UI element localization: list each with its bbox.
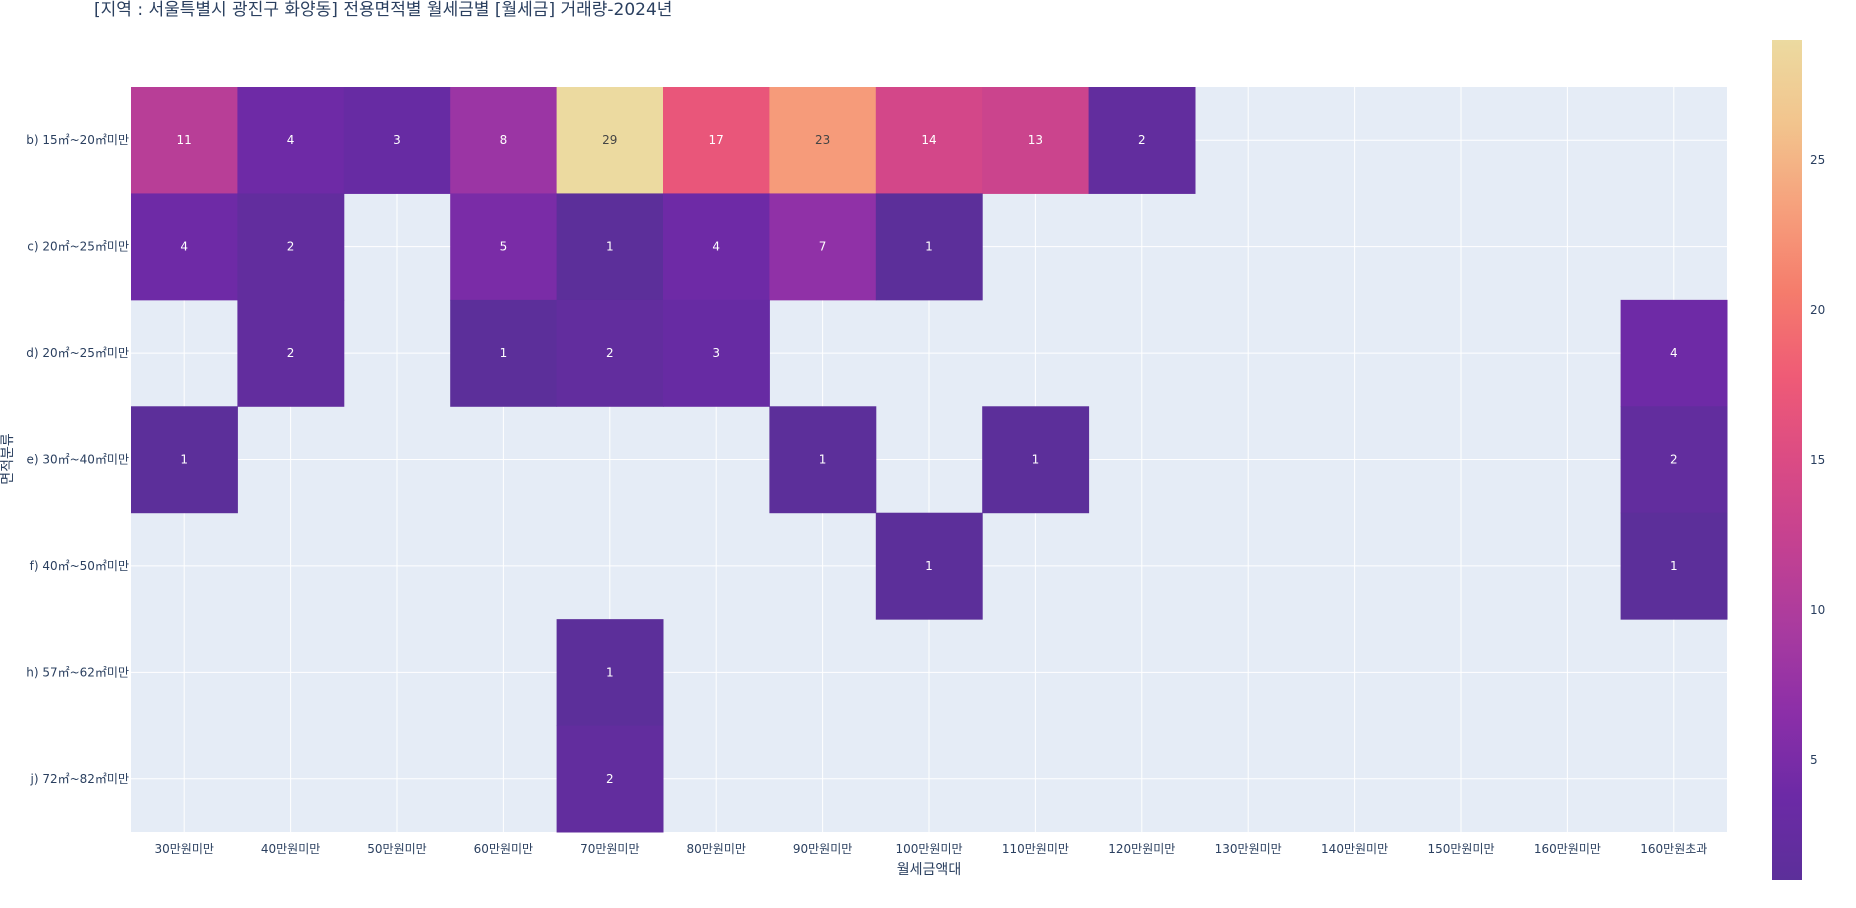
- heatmap-cell: [875, 87, 983, 194]
- x-tick-label: 40만원미만: [261, 842, 320, 856]
- x-tick-label: 80만원미만: [686, 842, 745, 856]
- heatmap-cell: [1620, 512, 1728, 620]
- cell-value-label: 1: [606, 240, 614, 254]
- heatmap-cell: [1620, 406, 1728, 514]
- y-axis-ticks: b) 15㎡~20㎡미만 c) 20㎡~25㎡미만 d) 20㎡~25㎡미만 e) 3…: [26, 133, 129, 786]
- heatmap-cell: [237, 299, 345, 407]
- cell-value-label: 1: [180, 453, 188, 467]
- cell-value-label: 4: [1670, 346, 1678, 360]
- cell-value-label: 4: [180, 240, 188, 254]
- heatmap-cell: [663, 193, 770, 301]
- x-tick-label: 100만원미만: [895, 842, 962, 856]
- heatmap-cell: [1088, 87, 1196, 194]
- cell-value-label: 11: [177, 133, 192, 147]
- colorbar-tick-label: 20: [1810, 303, 1825, 317]
- cell-value-label: 2: [287, 346, 295, 360]
- cell-value-label: 1: [925, 240, 933, 254]
- heatmap-cell: [343, 87, 451, 194]
- colorbar-tick-label: 10: [1810, 603, 1825, 617]
- cell-value-label: 1: [500, 346, 508, 360]
- x-tick-label: 30만원미만: [154, 842, 213, 856]
- heatmap-cell: [450, 299, 558, 407]
- cell-value-label: 17: [709, 133, 724, 147]
- heatmap-cell: [982, 406, 1090, 514]
- y-tick-label: f) 40㎡~50㎡미만: [30, 559, 129, 573]
- y-tick-label: d) 20㎡~25㎡미만: [26, 346, 129, 360]
- cell-value-label: 14: [921, 133, 936, 147]
- cell-value-label: 3: [712, 346, 720, 360]
- cell-value-label: 1: [1032, 453, 1040, 467]
- heatmap-cell: [556, 725, 664, 833]
- heatmap-cell: [131, 87, 238, 194]
- cell-value-label: 8: [500, 133, 508, 147]
- cell-value-label: 1: [606, 665, 614, 679]
- heatmap-cell: [875, 512, 983, 620]
- y-tick-label: j) 72㎡~82㎡미만: [29, 772, 129, 786]
- cell-value-label: 4: [712, 240, 720, 254]
- heatmap-cell: [556, 193, 664, 301]
- heatmap-cell: [131, 406, 238, 514]
- colorbar-ticks: 5 10 15 20 25: [1810, 153, 1825, 767]
- colorbar-tick-label: 5: [1810, 753, 1818, 767]
- x-tick-label: 160만원미만: [1534, 842, 1601, 856]
- y-tick-label: e) 30㎡~40㎡미만: [26, 453, 129, 467]
- x-tick-label: 140만원미만: [1321, 842, 1388, 856]
- x-tick-label: 160만원초과: [1640, 842, 1707, 856]
- heatmap-cell: [556, 87, 664, 194]
- heatmap-cell: [769, 87, 877, 194]
- y-tick-label: c) 20㎡~25㎡미만: [27, 240, 129, 254]
- x-tick-label: 90만원미만: [793, 842, 852, 856]
- x-axis-ticks: 30만원미만 40만원미만 50만원미만 60만원미만 70만원미만 80만원미만 90만원…: [154, 842, 1707, 856]
- cell-value-label: 23: [815, 133, 830, 147]
- cell-value-label: 29: [602, 133, 617, 147]
- colorbar-tick-label: 25: [1810, 153, 1825, 167]
- x-tick-label: 130만원미만: [1215, 842, 1282, 856]
- heatmap-cell: [450, 193, 558, 301]
- cell-value-label: 1: [819, 453, 827, 467]
- heatmap-cell: [769, 193, 877, 301]
- y-tick-label: b) 15㎡~20㎡미만: [26, 133, 129, 147]
- heatmap-cell: [663, 299, 770, 407]
- x-tick-label: 150만원미만: [1427, 842, 1494, 856]
- cell-value-label: 1: [1670, 559, 1678, 573]
- cell-value-label: 2: [1670, 453, 1678, 467]
- heatmap-cell: [663, 87, 770, 194]
- cell-value-label: 7: [819, 240, 827, 254]
- heatmap-cell: [237, 193, 345, 301]
- y-axis-title: 면적분류: [0, 433, 16, 485]
- heatmap-cell: [982, 87, 1090, 194]
- cell-value-label: 2: [1138, 133, 1146, 147]
- colorbar-tick-label: 15: [1810, 453, 1825, 467]
- heatmap-cell: [1620, 299, 1728, 407]
- cell-value-label: 4: [287, 133, 295, 147]
- heatmap-cell: [556, 619, 664, 727]
- x-tick-label: 60만원미만: [474, 842, 533, 856]
- cell-value-label: 1: [925, 559, 933, 573]
- cell-value-label: 2: [287, 240, 295, 254]
- chart-title: [지역 : 서울특별시 광진구 화양동] 전용면적별 월세금별 [월세금] 거래…: [94, 0, 672, 20]
- cell-value-label: 13: [1028, 133, 1043, 147]
- x-tick-label: 110만원미만: [1002, 842, 1069, 856]
- heatmap-cell: [237, 87, 345, 194]
- heatmap-cell: [556, 299, 664, 407]
- cell-value-label: 2: [606, 772, 614, 786]
- cell-value-label: 5: [500, 240, 508, 254]
- heatmap-cell: [450, 87, 558, 194]
- colorbar: [1772, 40, 1802, 880]
- heatmap-cell: [769, 406, 877, 514]
- heatmap-cells: 11 4 3 8 29 17 23 14 13 24 2 5 1 4 7 12 1 2 3 41 1 1 21 112: [131, 87, 1728, 833]
- heatmap-cell: [875, 193, 983, 301]
- x-tick-label: 70만원미만: [580, 842, 639, 856]
- x-tick-label: 120만원미만: [1108, 842, 1175, 856]
- x-tick-label: 50만원미만: [367, 842, 426, 856]
- cell-value-label: 3: [393, 133, 401, 147]
- cell-value-label: 2: [606, 346, 614, 360]
- heatmap-cell: [131, 193, 238, 301]
- x-axis-title: 월세금액대: [897, 862, 961, 878]
- y-tick-label: h) 57㎡~62㎡미만: [26, 665, 129, 679]
